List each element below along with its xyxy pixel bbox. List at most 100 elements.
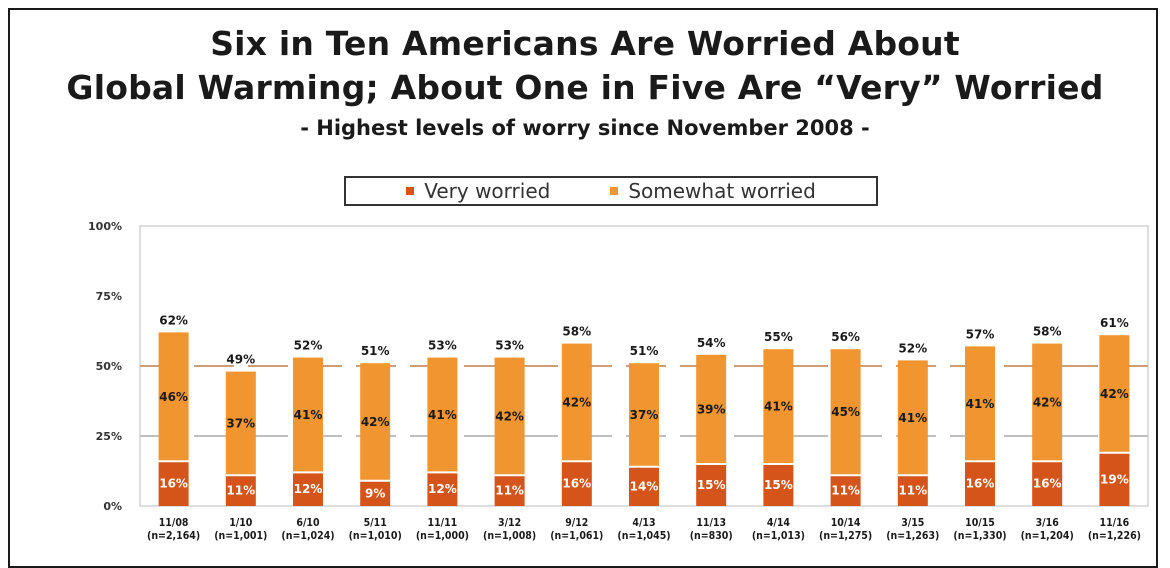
chart-title-line-1: Six in Ten Americans Are Worried About bbox=[210, 24, 960, 63]
bar-very-worried bbox=[293, 472, 323, 506]
x-tick-label: 3/15 bbox=[901, 517, 924, 529]
legend-item-somewhat-worried: Somewhat worried bbox=[610, 179, 816, 203]
data-label-total: 62% bbox=[159, 313, 188, 327]
bar-somewhat-worried bbox=[360, 363, 391, 481]
data-label-total: 53% bbox=[495, 339, 524, 353]
chart-subtitle: - Highest levels of worry since November… bbox=[300, 116, 870, 140]
bar-very-worried bbox=[629, 466, 659, 506]
data-label-total: 57% bbox=[966, 327, 995, 341]
x-tick-label: 11/11 bbox=[428, 517, 458, 529]
data-label-somewhat-worried: 41% bbox=[966, 397, 995, 411]
data-label-somewhat-worried: 42% bbox=[1033, 395, 1062, 409]
bar-somewhat-worried bbox=[897, 360, 928, 476]
x-tick-label: 4/14 bbox=[767, 517, 791, 529]
data-label-total: 58% bbox=[1033, 325, 1062, 339]
bar-somewhat-worried bbox=[158, 332, 189, 462]
data-label-somewhat-worried: 37% bbox=[630, 408, 659, 422]
x-sample-size-label: (n=1,263) bbox=[886, 530, 939, 542]
legend-label-somewhat-worried: Somewhat worried bbox=[628, 179, 816, 203]
x-sample-size-label: (n=1,275) bbox=[819, 530, 872, 542]
data-label-total: 58% bbox=[562, 325, 591, 339]
bar-somewhat-worried bbox=[225, 371, 256, 476]
x-sample-size-label: (n=1,045) bbox=[617, 530, 670, 542]
x-sample-size-label: (n=1,010) bbox=[349, 530, 402, 542]
bar-very-worried bbox=[494, 475, 525, 506]
bar-somewhat-worried bbox=[763, 349, 794, 464]
x-sample-size-label: (n=1,330) bbox=[953, 530, 1006, 542]
data-label-very-worried: 14% bbox=[630, 479, 659, 493]
x-tick-label: 1/10 bbox=[229, 517, 253, 529]
x-sample-size-label: (n=1,000) bbox=[416, 530, 469, 542]
bar-somewhat-worried bbox=[830, 349, 861, 476]
bar-somewhat-worried bbox=[629, 363, 659, 467]
data-label-somewhat-worried: 42% bbox=[495, 409, 524, 423]
data-label-somewhat-worried: 42% bbox=[361, 415, 390, 429]
x-sample-size-label: (n=1,001) bbox=[214, 530, 267, 542]
bar-very-worried bbox=[696, 464, 727, 506]
data-label-somewhat-worried: 41% bbox=[764, 400, 793, 414]
bar-very-worried bbox=[965, 461, 995, 506]
bar-very-worried bbox=[830, 475, 861, 506]
data-label-total: 54% bbox=[697, 336, 726, 350]
data-label-somewhat-worried: 42% bbox=[1100, 387, 1129, 401]
x-sample-size-label: (n=1,204) bbox=[1021, 530, 1074, 542]
bar-somewhat-worried bbox=[293, 357, 323, 473]
data-label-very-worried: 15% bbox=[697, 478, 726, 492]
data-label-somewhat-worried: 41% bbox=[898, 411, 927, 425]
x-tick-label: 10/15 bbox=[965, 517, 995, 529]
bar-very-worried bbox=[897, 475, 928, 506]
bar-very-worried bbox=[225, 475, 256, 506]
data-label-very-worried: 19% bbox=[1100, 472, 1129, 486]
y-tick-label: 100% bbox=[88, 220, 122, 233]
legend-item-very-worried: Very worried bbox=[406, 179, 550, 203]
data-label-somewhat-worried: 45% bbox=[831, 405, 860, 419]
x-sample-size-label: (n=830) bbox=[690, 530, 733, 542]
data-label-very-worried: 11% bbox=[831, 484, 860, 498]
data-label-somewhat-worried: 41% bbox=[294, 408, 323, 422]
x-tick-label: 6/10 bbox=[296, 517, 320, 529]
data-label-very-worried: 9% bbox=[365, 486, 385, 500]
data-label-somewhat-worried: 37% bbox=[226, 416, 255, 430]
x-tick-label: 3/16 bbox=[1036, 517, 1060, 529]
data-label-very-worried: 12% bbox=[294, 482, 323, 496]
data-label-somewhat-worried: 42% bbox=[562, 395, 591, 409]
bar-very-worried bbox=[427, 472, 458, 506]
x-tick-label: 4/13 bbox=[632, 517, 655, 529]
data-label-very-worried: 16% bbox=[159, 477, 188, 491]
data-label-total: 51% bbox=[361, 344, 390, 358]
x-sample-size-label: (n=2,164) bbox=[147, 530, 200, 542]
legend-swatch-very-worried bbox=[406, 187, 415, 195]
x-sample-size-label: (n=1,226) bbox=[1088, 530, 1141, 542]
legend-label-very-worried: Very worried bbox=[424, 179, 551, 203]
x-tick-label: 10/14 bbox=[831, 517, 861, 529]
data-label-very-worried: 12% bbox=[428, 482, 457, 496]
x-sample-size-label: (n=1,061) bbox=[550, 530, 603, 542]
x-tick-label: 11/16 bbox=[1100, 517, 1130, 529]
x-sample-size-label: (n=1,024) bbox=[281, 530, 334, 542]
data-label-somewhat-worried: 39% bbox=[697, 402, 726, 416]
x-tick-label: 9/12 bbox=[565, 517, 588, 529]
y-tick-label: 50% bbox=[96, 360, 122, 373]
data-label-very-worried: 16% bbox=[562, 477, 591, 491]
chart-title-line-2: Global Warming; About One in Five Are “V… bbox=[66, 68, 1104, 107]
bar-very-worried bbox=[763, 464, 794, 506]
y-tick-label: 25% bbox=[96, 430, 122, 443]
data-label-very-worried: 16% bbox=[966, 477, 995, 491]
data-label-total: 49% bbox=[226, 353, 255, 367]
bar-somewhat-worried bbox=[1099, 335, 1130, 453]
bar-somewhat-worried bbox=[696, 354, 727, 464]
data-label-total: 55% bbox=[764, 330, 793, 344]
bar-somewhat-worried bbox=[427, 357, 458, 473]
chart-legend: Very worried Somewhat worried bbox=[344, 176, 878, 206]
data-label-total: 52% bbox=[294, 339, 323, 353]
bar-very-worried bbox=[1099, 452, 1130, 506]
data-label-very-worried: 11% bbox=[226, 484, 255, 498]
legend-swatch-somewhat-worried bbox=[610, 187, 619, 195]
bar-very-worried bbox=[360, 480, 391, 506]
bar-very-worried bbox=[158, 461, 189, 506]
data-label-somewhat-worried: 41% bbox=[428, 408, 457, 422]
data-label-total: 56% bbox=[831, 330, 860, 344]
bar-somewhat-worried bbox=[494, 357, 525, 476]
data-label-somewhat-worried: 46% bbox=[159, 390, 188, 404]
bar-very-worried bbox=[561, 461, 592, 506]
